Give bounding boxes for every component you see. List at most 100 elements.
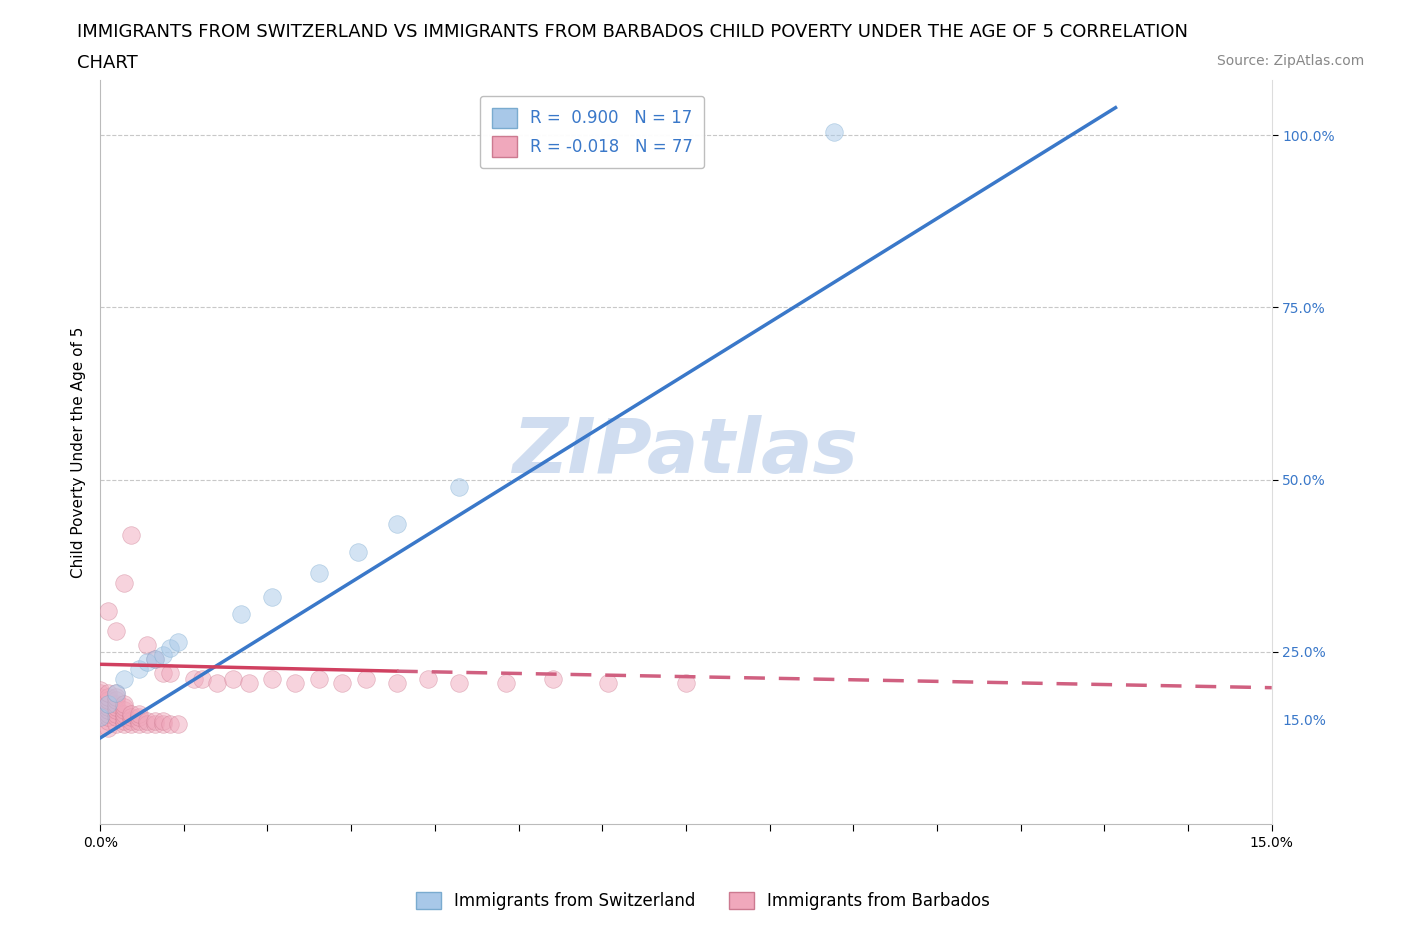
Point bbox=[152, 648, 174, 663]
Point bbox=[418, 672, 440, 687]
Point bbox=[89, 710, 111, 724]
Point bbox=[495, 675, 517, 690]
Point bbox=[229, 606, 252, 621]
Point bbox=[308, 672, 330, 687]
Point bbox=[89, 693, 111, 708]
Point bbox=[308, 565, 330, 580]
Point bbox=[238, 675, 260, 690]
Point bbox=[128, 707, 150, 722]
Point bbox=[385, 517, 408, 532]
Point bbox=[136, 638, 159, 653]
Legend: Immigrants from Switzerland, Immigrants from Barbados: Immigrants from Switzerland, Immigrants … bbox=[409, 885, 997, 917]
Point bbox=[152, 713, 174, 728]
Point bbox=[89, 685, 111, 700]
Legend: R =  0.900   N = 17, R = -0.018   N = 77: R = 0.900 N = 17, R = -0.018 N = 77 bbox=[479, 96, 704, 168]
Point bbox=[89, 696, 111, 711]
Point bbox=[143, 651, 166, 666]
Text: CHART: CHART bbox=[77, 54, 138, 72]
Text: 15.0%: 15.0% bbox=[1282, 713, 1327, 728]
Point bbox=[89, 710, 111, 724]
Text: IMMIGRANTS FROM SWITZERLAND VS IMMIGRANTS FROM BARBADOS CHILD POVERTY UNDER THE : IMMIGRANTS FROM SWITZERLAND VS IMMIGRANT… bbox=[77, 23, 1188, 41]
Point bbox=[97, 696, 120, 711]
Point bbox=[112, 672, 135, 687]
Point bbox=[112, 710, 135, 724]
Point bbox=[330, 675, 353, 690]
Point bbox=[89, 699, 111, 714]
Point bbox=[97, 699, 120, 714]
Point bbox=[112, 713, 135, 728]
Point bbox=[120, 527, 142, 542]
Point bbox=[143, 717, 166, 732]
Point bbox=[104, 693, 127, 708]
Point bbox=[152, 665, 174, 680]
Point bbox=[120, 707, 142, 722]
Point bbox=[89, 707, 111, 722]
Point bbox=[449, 675, 471, 690]
Point bbox=[167, 634, 190, 649]
Point bbox=[104, 696, 127, 711]
Point bbox=[97, 696, 120, 711]
Point bbox=[97, 685, 120, 700]
Point bbox=[675, 675, 697, 690]
Point bbox=[97, 710, 120, 724]
Point bbox=[104, 717, 127, 732]
Point bbox=[97, 603, 120, 618]
Point bbox=[120, 717, 142, 732]
Point bbox=[104, 699, 127, 714]
Point bbox=[190, 672, 212, 687]
Point bbox=[97, 720, 120, 735]
Y-axis label: Child Poverty Under the Age of 5: Child Poverty Under the Age of 5 bbox=[72, 326, 86, 578]
Text: ZIPatlas: ZIPatlas bbox=[513, 415, 859, 489]
Point bbox=[159, 641, 181, 656]
Point bbox=[136, 655, 159, 670]
Point bbox=[596, 675, 619, 690]
Point bbox=[104, 685, 127, 700]
Point bbox=[143, 713, 166, 728]
Point bbox=[97, 693, 120, 708]
Point bbox=[541, 672, 564, 687]
Point bbox=[104, 710, 127, 724]
Point bbox=[112, 699, 135, 714]
Point bbox=[183, 672, 205, 687]
Point bbox=[89, 689, 111, 704]
Point bbox=[128, 717, 150, 732]
Point bbox=[449, 479, 471, 494]
Point bbox=[207, 675, 229, 690]
Point bbox=[97, 707, 120, 722]
Point bbox=[112, 703, 135, 718]
Point bbox=[354, 672, 377, 687]
Point bbox=[143, 651, 166, 666]
Point bbox=[112, 696, 135, 711]
Point bbox=[167, 717, 190, 732]
Point bbox=[136, 717, 159, 732]
Point bbox=[260, 590, 283, 604]
Point bbox=[260, 672, 283, 687]
Point bbox=[385, 675, 408, 690]
Point bbox=[823, 125, 845, 140]
Point bbox=[104, 685, 127, 700]
Point bbox=[128, 713, 150, 728]
Point bbox=[97, 689, 120, 704]
Point bbox=[152, 717, 174, 732]
Point bbox=[120, 710, 142, 724]
Point bbox=[159, 665, 181, 680]
Point bbox=[104, 707, 127, 722]
Point bbox=[97, 713, 120, 728]
Point bbox=[104, 703, 127, 718]
Text: Source: ZipAtlas.com: Source: ZipAtlas.com bbox=[1216, 54, 1364, 68]
Point bbox=[112, 717, 135, 732]
Point bbox=[347, 545, 370, 560]
Point bbox=[136, 713, 159, 728]
Point bbox=[89, 703, 111, 718]
Point bbox=[284, 675, 307, 690]
Point bbox=[97, 703, 120, 718]
Point bbox=[159, 717, 181, 732]
Point bbox=[89, 683, 111, 698]
Point bbox=[222, 672, 245, 687]
Point bbox=[128, 710, 150, 724]
Point bbox=[89, 720, 111, 735]
Point bbox=[120, 713, 142, 728]
Point bbox=[128, 661, 150, 676]
Point bbox=[104, 624, 127, 639]
Point bbox=[112, 576, 135, 591]
